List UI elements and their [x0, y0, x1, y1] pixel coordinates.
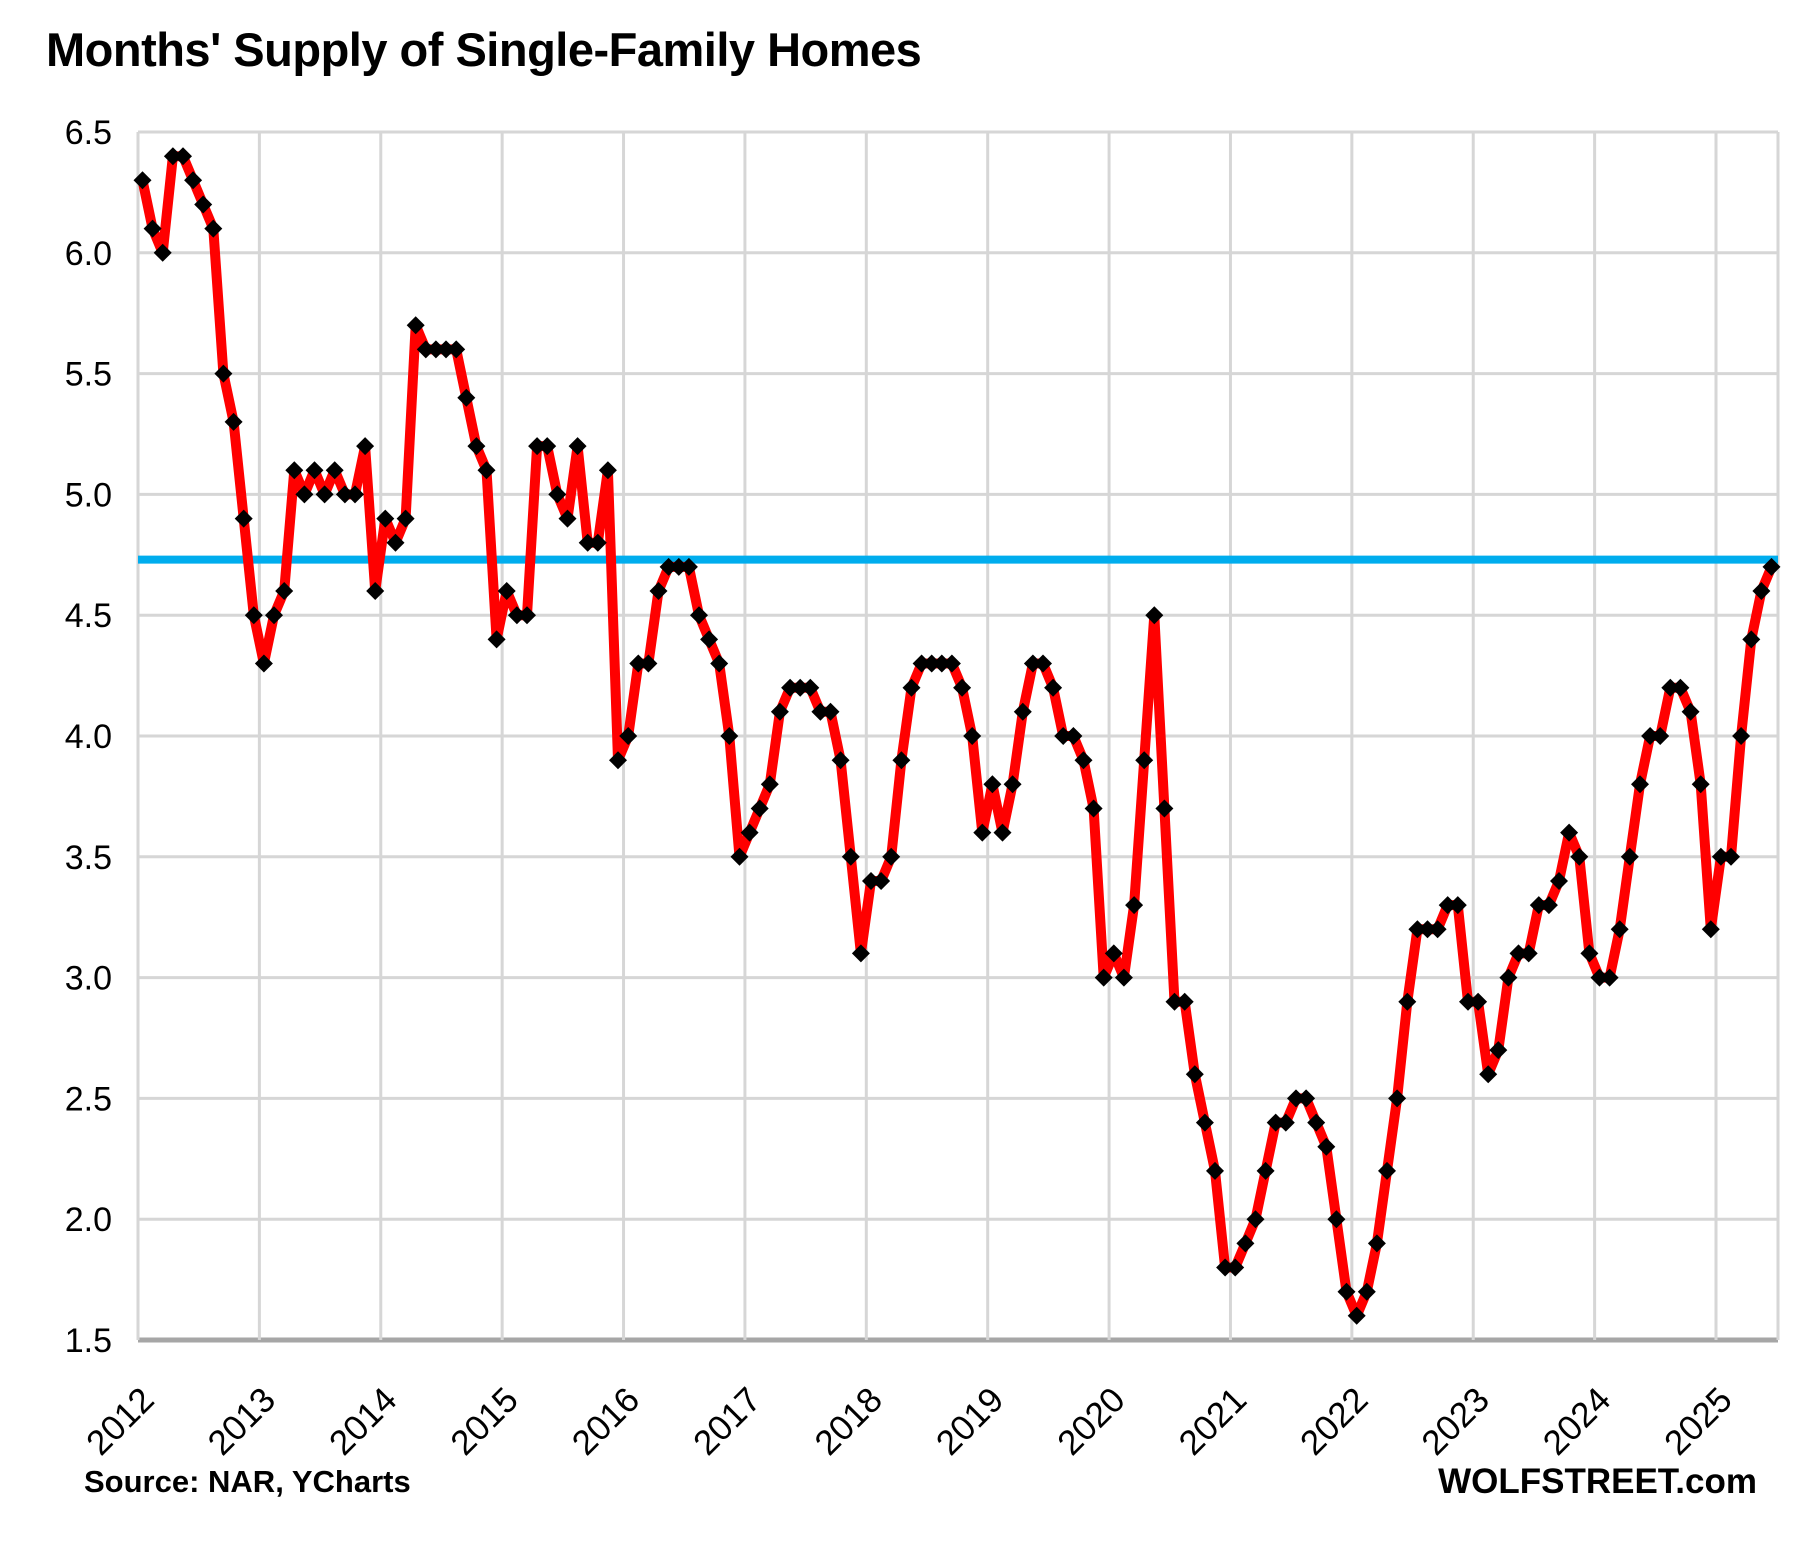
y-tick-label: 3.5: [65, 839, 112, 877]
x-tick-label: 2015: [443, 1380, 526, 1463]
data-point-markers: [133, 147, 1781, 1325]
x-tick-label: 2017: [686, 1380, 769, 1463]
y-tick-label: 4.0: [65, 718, 112, 756]
y-tick-label: 3.0: [65, 960, 112, 998]
x-tick-label: 2023: [1414, 1380, 1497, 1463]
x-tick-label: 2012: [79, 1380, 162, 1463]
x-tick-label: 2013: [200, 1380, 283, 1463]
chart-title: Months' Supply of Single-Family Homes: [46, 23, 922, 76]
y-tick-label: 4.5: [65, 597, 112, 635]
x-tick-label: 2024: [1536, 1380, 1619, 1463]
y-tick-label: 5.5: [65, 356, 112, 394]
x-tick-label: 2016: [565, 1380, 648, 1463]
x-tick-label: 2019: [929, 1380, 1012, 1463]
x-tick-label: 2018: [807, 1380, 890, 1463]
series-line: [137, 151, 1777, 1321]
branding-wolfstreet: WOLFSTREET.com: [1438, 1462, 1757, 1501]
y-tick-label: 2.0: [65, 1201, 112, 1239]
x-tick-label: 2025: [1657, 1380, 1740, 1463]
y-tick-label: 2.5: [65, 1080, 112, 1118]
x-tick-label: 2014: [322, 1380, 405, 1463]
source-note: Source: NAR, YCharts: [84, 1464, 411, 1499]
x-tick-label: 2022: [1293, 1380, 1376, 1463]
y-tick-label: 6.0: [65, 235, 112, 273]
y-tick-label: 1.5: [65, 1322, 112, 1360]
y-tick-label: 6.5: [65, 114, 112, 152]
x-tick-label: 2020: [1050, 1380, 1133, 1463]
y-tick-label: 5.0: [65, 476, 112, 514]
x-tick-label: 2021: [1171, 1380, 1254, 1463]
